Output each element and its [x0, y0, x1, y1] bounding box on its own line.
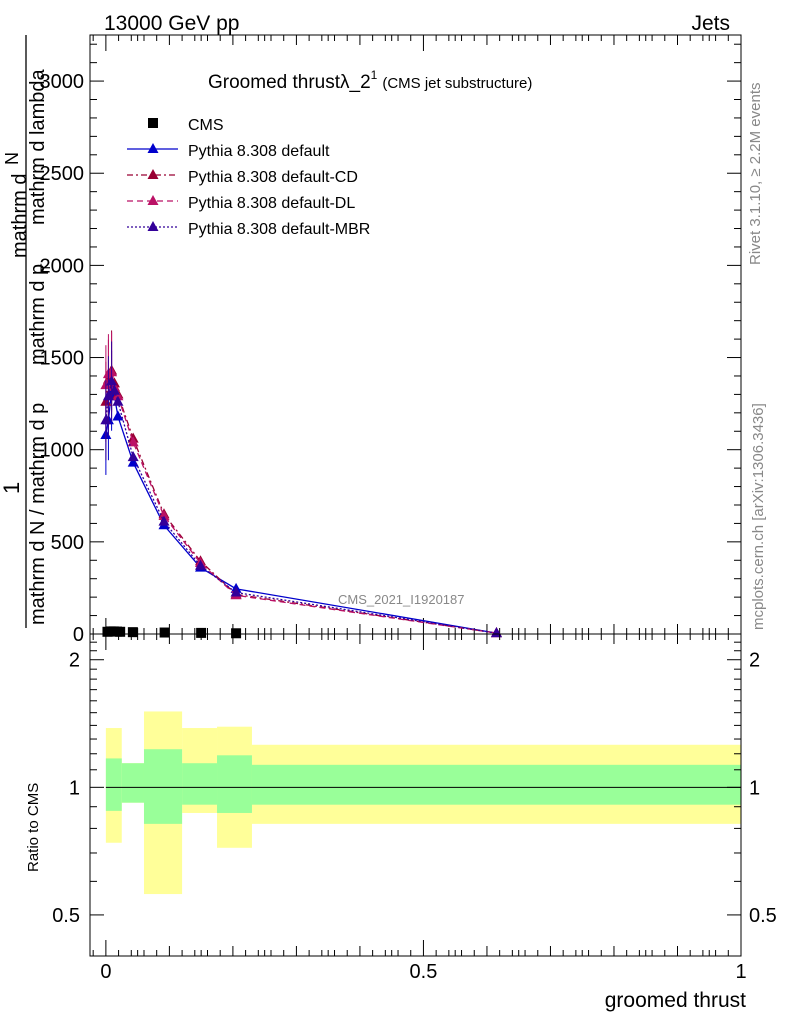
main-y-ticks: 0 500 1000 1500 2000 2500 3000 — [40, 43, 741, 646]
header-right-label: Jets — [691, 12, 730, 35]
y-tick-label: 1000 — [40, 440, 85, 462]
ratio-y-tick-label: 0.5 — [52, 905, 80, 927]
series-marker — [158, 515, 170, 526]
ratio-inner-band — [217, 755, 252, 813]
y-label-numerator: 1 — [0, 482, 24, 494]
x-tick-label: 0.5 — [410, 961, 438, 983]
ratio-inner-band — [121, 763, 144, 803]
legend-entry-label: Pythia 8.308 default — [188, 143, 330, 160]
y-tick-label: 0 — [73, 624, 84, 646]
mcplots-label: mcplots.cern.ch [arXiv:1306.3436] — [750, 403, 767, 630]
y-tick-label: 2500 — [40, 163, 85, 185]
cms-data-point — [115, 626, 126, 637]
ratio-inner-band — [143, 749, 183, 824]
ratio-y-tick-label-right: 0.5 — [749, 905, 777, 927]
y-tick-label: 1500 — [40, 348, 85, 370]
legend-swatch-marker — [147, 143, 159, 153]
series-line-4 — [105, 378, 497, 634]
y-tick-label: 3000 — [40, 71, 85, 93]
y-label-num-t: T — [37, 263, 53, 272]
series-marker — [230, 586, 242, 597]
ratio-plot-frame — [89, 633, 742, 957]
chart-title-sub: (CMS jet substructure) — [382, 75, 532, 92]
ratio-y-ticks: 0.5 0.5 1 1 2 2 — [52, 641, 777, 927]
ratio-y-tick-label: 1 — [69, 777, 80, 799]
series-marker — [195, 559, 207, 570]
y-tick-label: 500 — [51, 532, 84, 554]
rivet-version-label: Rivet 3.1.10, ≥ 2.2M events — [747, 83, 764, 266]
y-label-num-dp: mathrm d p — [27, 264, 49, 365]
ratio-plot-panel: 0.5 0.51 12 2 0 0.5 1 — [52, 633, 777, 983]
ratio-bands — [105, 711, 741, 895]
series-marker — [127, 451, 139, 462]
header-left-label: 13000 GeV pp — [104, 12, 239, 35]
legend-swatch-marker — [147, 195, 159, 205]
y-label-den-line1: mathrm d N / mathrm d p — [27, 403, 49, 625]
series-marker — [127, 436, 139, 447]
series-marker — [112, 410, 124, 421]
ratio-y-tick-label-right: 1 — [749, 777, 760, 799]
ratio-y-tick-label: 2 — [69, 650, 80, 672]
legend-swatch-marker — [147, 169, 159, 179]
x-tick-label: 0 — [100, 961, 111, 983]
legend-entry-label: Pythia 8.308 default-DL — [188, 195, 355, 212]
legend-entry-label: CMS — [188, 117, 224, 134]
chart-title: Groomed thrustλ_21 (CMS jet substructure) — [208, 68, 532, 93]
cms-data-point — [159, 627, 170, 638]
y-label-num-lambda: mathrm d lambda — [27, 69, 49, 225]
ratio-x-ticks: 0 0.5 1 — [92, 634, 747, 983]
series-marker — [112, 390, 124, 401]
ratio-y-tick-label-right: 2 — [749, 650, 760, 672]
x-tick-label: 1 — [735, 961, 746, 983]
legend-swatch-marker — [147, 221, 159, 231]
series-marker — [108, 384, 120, 395]
cms-data-point — [127, 627, 138, 638]
legend-swatch-cms — [148, 118, 158, 128]
x-axis-label: groomed thrust — [605, 989, 746, 1012]
series-line-2 — [105, 368, 497, 634]
analysis-watermark: CMS_2021_I1920187 — [338, 592, 465, 607]
legend-entry-label: Pythia 8.308 default-MBR — [188, 221, 370, 238]
legend-entry-label: Pythia 8.308 default-CD — [188, 169, 358, 186]
chart-title-sup: 1 — [371, 68, 378, 82]
main-plot-panel: 0 500 1000 1500 2000 2500 3000 Groomed thrustλ… — [40, 34, 742, 646]
series-marker — [158, 510, 170, 521]
series-marker — [106, 375, 118, 386]
chart-title-main: Groomed thrustλ_2 — [208, 72, 371, 93]
cms-data-point — [231, 628, 242, 639]
y-label-num-line1: mathrm d — [9, 174, 31, 258]
y-label-num-n: N — [2, 152, 22, 165]
main-series-group — [100, 330, 502, 639]
cms-data-point — [196, 627, 207, 638]
main-y-axis-label: 1 mathrm d N / mathrm d p mathrm d N mat… — [0, 35, 53, 628]
ratio-inner-band — [251, 764, 741, 805]
series-marker — [112, 395, 124, 406]
ratio-y-axis-label: Ratio to CMS — [25, 783, 42, 872]
y-tick-label: 2000 — [40, 255, 85, 277]
ratio-inner-band — [105, 758, 122, 811]
ratio-inner-band — [182, 763, 218, 805]
legend: CMS Pythia 8.308 default Pythia 8.308 defa… — [127, 117, 370, 238]
